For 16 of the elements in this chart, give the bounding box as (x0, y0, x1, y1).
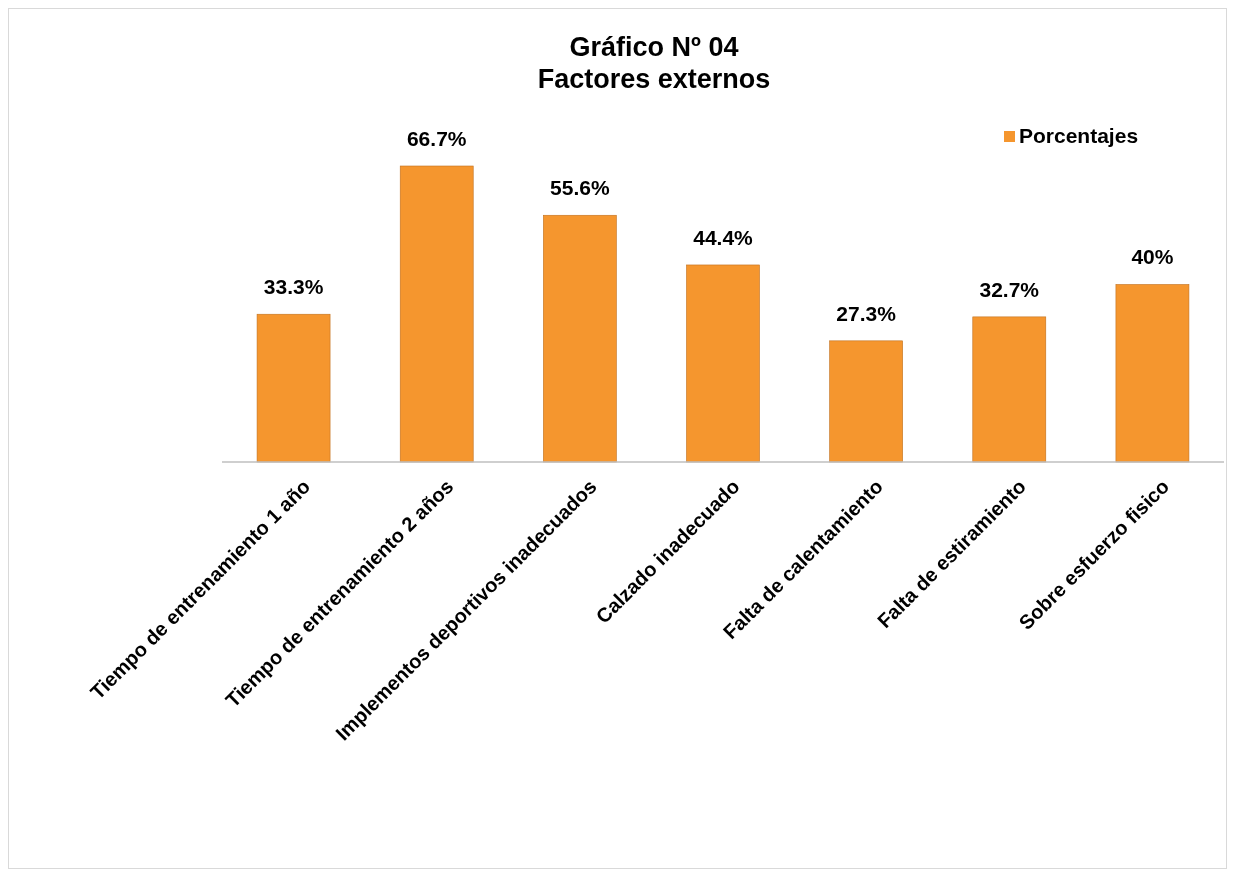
chart-title: Gráfico Nº 04 Factores externos (537, 32, 771, 94)
bar (543, 214, 617, 463)
data-label: 66.7% (406, 127, 467, 150)
data-label: 40% (1131, 245, 1174, 269)
data-label: 55.6% (550, 176, 610, 200)
data-label: 27.3% (836, 301, 897, 325)
bar (256, 313, 331, 463)
legend-label: Porcentajes (1019, 124, 1139, 148)
bar (686, 264, 760, 463)
bar (972, 316, 1047, 463)
data-label: 32.7% (979, 277, 1040, 301)
data-label: 44.4% (693, 225, 754, 249)
bar (829, 340, 903, 463)
data-label: 33.3% (263, 275, 324, 299)
bar (1115, 284, 1190, 463)
bar (399, 165, 474, 463)
